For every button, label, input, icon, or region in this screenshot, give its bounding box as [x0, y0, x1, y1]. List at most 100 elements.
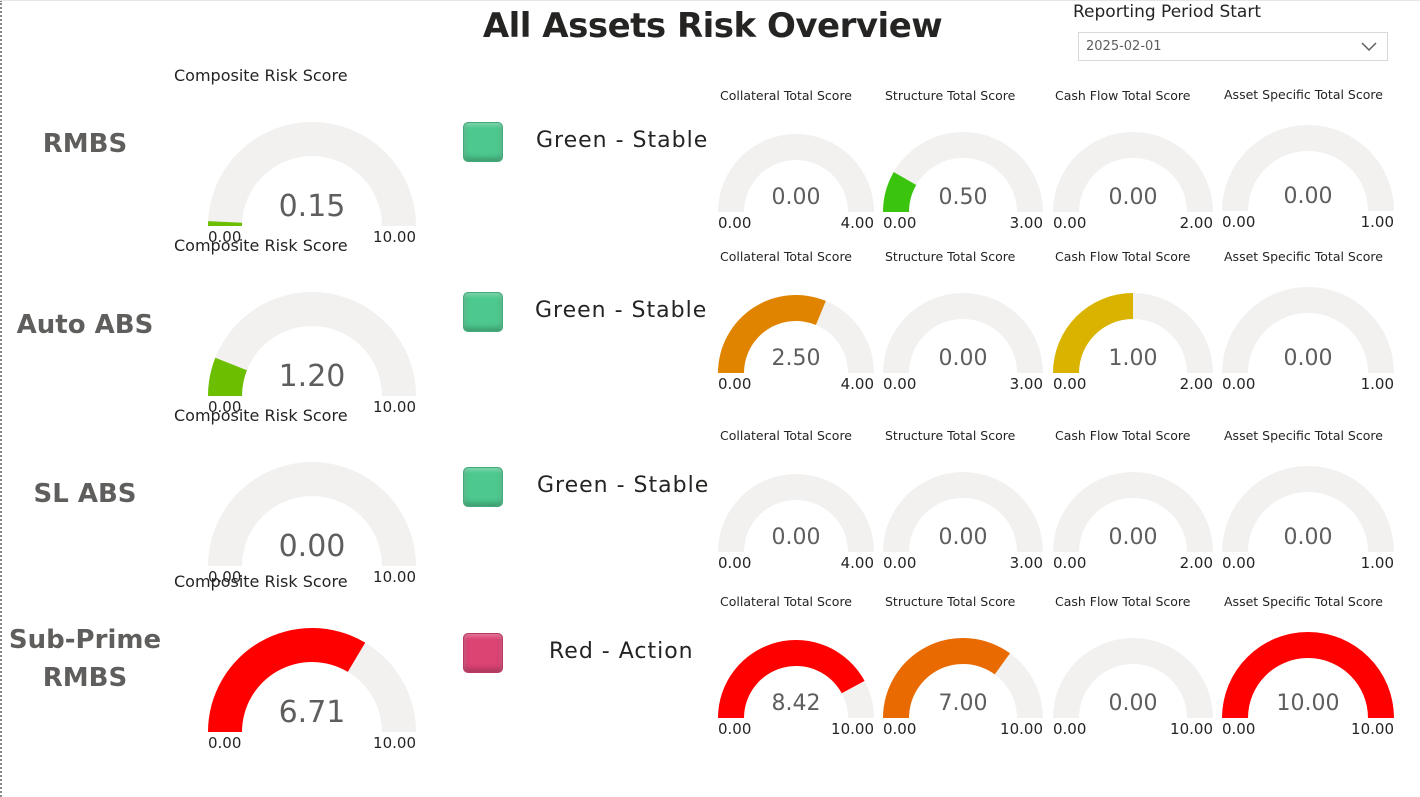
gauge-arc	[883, 472, 1043, 552]
gauge-arc	[718, 134, 874, 212]
collateral-score-gauge[interactable]: Collateral Total Score 2.50 0.00 4.00	[718, 249, 874, 401]
gauge-title: Asset Specific Total Score	[1224, 594, 1383, 609]
cash-flow-score-gauge[interactable]: Cash Flow Total Score 0.00 0.00 10.00	[1053, 594, 1213, 746]
page-left-border	[0, 0, 2, 797]
gauge-arc	[1053, 638, 1213, 718]
gauge-fill	[1222, 632, 1394, 718]
gauge-title: Asset Specific Total Score	[1224, 87, 1383, 102]
gauge-max: 2.00	[1179, 554, 1213, 572]
structure-score-gauge[interactable]: Structure Total Score 0.00 0.00 3.00	[883, 428, 1043, 580]
gauge-max: 1.00	[1360, 554, 1394, 572]
asset-specific-score-gauge[interactable]: Asset Specific Total Score 0.00 0.00 1.00	[1222, 428, 1394, 580]
gauge-max: 3.00	[1009, 375, 1043, 393]
gauge-track	[208, 462, 416, 566]
gauge-title: Collateral Total Score	[720, 428, 852, 443]
gauge-track	[883, 132, 1043, 212]
gauge-title: Composite Risk Score	[174, 572, 348, 591]
status-indicator	[463, 467, 503, 507]
gauge-max: 4.00	[840, 554, 874, 572]
gauge-fill	[1053, 293, 1133, 373]
gauge-value: 0.00	[1283, 524, 1333, 550]
gauge-value: 0.00	[771, 184, 821, 210]
gauge-value: 6.71	[278, 694, 346, 730]
gauge-value: 0.50	[938, 184, 988, 210]
structure-score-gauge[interactable]: Structure Total Score 0.50 0.00 3.00	[883, 88, 1043, 240]
gauge-value: 8.42	[771, 690, 821, 716]
status-indicator	[463, 292, 503, 332]
gauge-title: Cash Flow Total Score	[1055, 594, 1191, 609]
gauge-track	[1222, 287, 1394, 373]
gauge-track	[1222, 466, 1394, 552]
asset-specific-score-gauge[interactable]: Asset Specific Total Score 10.00 0.00 10.00	[1222, 594, 1394, 746]
gauge-arc	[1222, 287, 1394, 373]
structure-score-gauge[interactable]: Structure Total Score 0.00 0.00 3.00	[883, 249, 1043, 401]
gauge-min: 0.00	[883, 375, 917, 393]
cash-flow-score-gauge[interactable]: Cash Flow Total Score 0.00 0.00 2.00	[1053, 88, 1213, 240]
gauge-track	[208, 292, 416, 396]
gauge-track	[1053, 638, 1213, 718]
status-label: Green - Stable	[535, 298, 708, 323]
asset-specific-score-gauge[interactable]: Asset Specific Total Score 0.00 0.00 1.00	[1222, 249, 1394, 401]
gauge-max: 10.00	[373, 228, 416, 246]
gauge-title: Asset Specific Total Score	[1224, 428, 1383, 443]
gauge-arc	[1222, 632, 1394, 718]
gauge-value: 0.00	[938, 524, 988, 550]
gauge-arc	[1222, 466, 1394, 552]
reporting-period-dropdown[interactable]: 2025-02-01	[1078, 32, 1388, 61]
gauge-min: 0.00	[208, 398, 242, 416]
gauge-arc	[883, 293, 1043, 373]
composite-risk-gauge[interactable]: Composite Risk Score 6.71 0.00 10.00	[174, 572, 416, 760]
gauge-min: 0.00	[1222, 554, 1256, 572]
composite-risk-gauge[interactable]: Composite Risk Score 0.15 0.00 10.00	[174, 66, 416, 254]
gauge-arc	[208, 462, 416, 566]
composite-risk-gauge[interactable]: Composite Risk Score 1.20 0.00 10.00	[174, 236, 416, 424]
gauge-min: 0.00	[208, 734, 242, 752]
gauge-title: Collateral Total Score	[720, 88, 852, 103]
gauge-fill	[718, 295, 826, 373]
chevron-down-icon	[1359, 35, 1379, 57]
composite-risk-gauge[interactable]: Composite Risk Score 0.00 0.00 10.00	[174, 406, 416, 594]
gauge-min: 0.00	[883, 554, 917, 572]
gauge-value: 1.00	[1108, 345, 1158, 371]
gauge-max: 10.00	[1351, 720, 1394, 738]
gauge-min: 0.00	[208, 228, 242, 246]
gauge-title: Cash Flow Total Score	[1055, 428, 1191, 443]
gauge-track	[1053, 472, 1213, 552]
gauge-title: Composite Risk Score	[174, 66, 348, 85]
gauge-value: 0.00	[1108, 524, 1158, 550]
asset-name: Sub-Prime RMBS	[8, 625, 162, 693]
gauge-fill	[883, 171, 917, 212]
page-title: All Assets Risk Overview	[482, 6, 943, 46]
gauge-track	[883, 293, 1043, 373]
gauge-title: Cash Flow Total Score	[1055, 88, 1191, 103]
gauge-min: 0.00	[1222, 213, 1256, 231]
gauge-title: Cash Flow Total Score	[1055, 249, 1191, 264]
gauge-value: 0.00	[938, 345, 988, 371]
collateral-score-gauge[interactable]: Collateral Total Score 0.00 0.00 4.00	[718, 428, 874, 580]
cash-flow-score-gauge[interactable]: Cash Flow Total Score 1.00 0.00 2.00	[1053, 249, 1213, 401]
collateral-score-gauge[interactable]: Collateral Total Score 0.00 0.00 4.00	[718, 88, 874, 240]
page-top-border	[0, 0, 1420, 1]
gauge-arc	[718, 474, 874, 552]
asset-name: RMBS	[42, 129, 128, 159]
gauge-title: Collateral Total Score	[720, 249, 852, 264]
structure-score-gauge[interactable]: Structure Total Score 7.00 0.00 10.00	[883, 594, 1043, 746]
gauge-min: 0.00	[1053, 375, 1087, 393]
collateral-score-gauge[interactable]: Collateral Total Score 8.42 0.00 10.00	[718, 594, 874, 746]
gauge-fill	[208, 221, 243, 226]
gauge-value: 0.00	[1283, 183, 1333, 209]
gauge-track	[1222, 125, 1394, 211]
gauge-min: 0.00	[208, 568, 242, 586]
gauge-value: 0.15	[278, 188, 346, 224]
status-label: Green - Stable	[536, 128, 709, 153]
gauge-value: 0.00	[278, 528, 346, 564]
gauge-arc	[1053, 132, 1213, 212]
gauge-max: 4.00	[840, 214, 874, 232]
gauge-min: 0.00	[1053, 554, 1087, 572]
gauge-value: 0.00	[771, 524, 821, 550]
gauge-title: Composite Risk Score	[174, 406, 348, 425]
asset-name: Auto ABS	[16, 310, 154, 340]
gauge-max: 1.00	[1360, 213, 1394, 231]
cash-flow-score-gauge[interactable]: Cash Flow Total Score 0.00 0.00 2.00	[1053, 428, 1213, 580]
asset-specific-score-gauge[interactable]: Asset Specific Total Score 0.00 0.00 1.00	[1222, 87, 1394, 239]
